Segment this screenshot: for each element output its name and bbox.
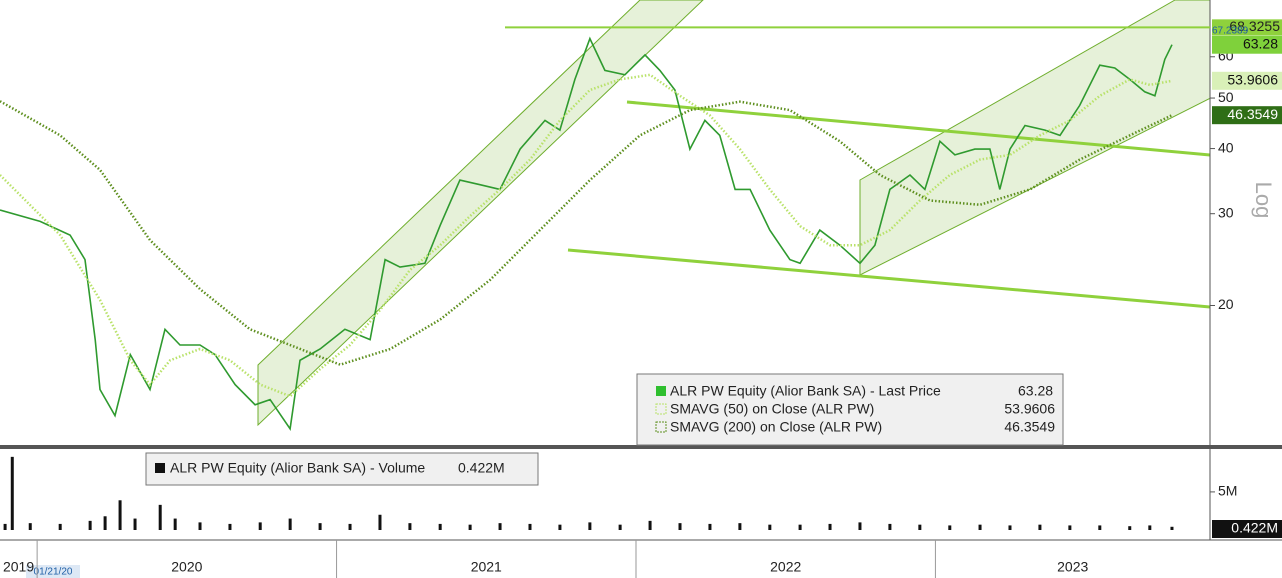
volume-bar <box>708 523 712 530</box>
legend-value: 46.3549 <box>1004 419 1055 435</box>
y-tick-label: 40 <box>1218 139 1234 155</box>
volume-bar <box>173 518 177 530</box>
legend-label: SMAVG (200) on Close (ALR PW) <box>670 419 882 435</box>
volume-bar <box>1148 525 1152 530</box>
last-value-box <box>1212 520 1282 538</box>
volume-bar <box>828 523 832 530</box>
volume-bar <box>618 524 622 530</box>
high-label: 67.2389 <box>1212 26 1249 37</box>
legend-swatch <box>155 463 165 473</box>
volume-bar <box>528 523 532 530</box>
volume-bar <box>318 523 322 530</box>
volume-bar <box>28 523 32 530</box>
x-tick-label: 2021 <box>471 559 502 575</box>
volume-bar <box>798 524 802 530</box>
hline-label: 68.3255 <box>1229 18 1280 34</box>
legend-swatch <box>656 386 666 396</box>
legend-label: ALR PW Equity (Alior Bank SA) - Volume <box>170 460 425 476</box>
volume-bar <box>978 524 982 530</box>
volume-bar <box>918 524 922 530</box>
volume-bar <box>288 518 292 530</box>
price-line <box>0 36 1173 431</box>
legend-value: 0.422M <box>458 460 505 476</box>
volume-bar <box>378 514 382 530</box>
last-value-label: 53.9606 <box>1227 71 1278 87</box>
volume-bar <box>10 456 14 530</box>
volume-bar <box>1170 526 1174 530</box>
volume-bar <box>468 524 472 530</box>
volume-bar <box>1098 525 1102 530</box>
moving-average <box>0 73 1173 398</box>
volume-bar <box>1068 525 1072 530</box>
legend-label: ALR PW Equity (Alior Bank SA) - Last Pri… <box>670 383 941 399</box>
volume-bar <box>158 504 162 530</box>
trend-channel <box>859 0 1210 276</box>
y-tick-label: 30 <box>1218 204 1234 220</box>
last-value-label: 63.28 <box>1243 35 1278 51</box>
volume-bar <box>678 523 682 530</box>
last-value-box <box>1212 71 1282 90</box>
cursor-label: 01/21/20 <box>34 567 73 578</box>
volume-bar <box>258 522 262 530</box>
panel-divider <box>0 445 1282 449</box>
volume-bar <box>888 523 892 530</box>
volume-bar <box>438 523 442 530</box>
volume-bar <box>133 518 137 530</box>
last-value-label: 0.422M <box>1231 520 1278 536</box>
x-tick-label: 2020 <box>171 559 202 575</box>
legend-label: SMAVG (50) on Close (ALR PW) <box>670 401 874 417</box>
volume-bar <box>738 523 742 530</box>
cursor-box <box>26 565 80 578</box>
volume-bar <box>228 523 232 530</box>
legend-value: 63.28 <box>1018 383 1053 399</box>
y-tick-label: 5M <box>1218 483 1237 499</box>
volume-bar <box>1128 526 1132 530</box>
legend: ALR PW Equity (Alior Bank SA) - Last Pri… <box>145 26 1210 486</box>
x-tick-label: 2023 <box>1057 559 1088 575</box>
volume-bar <box>88 520 92 530</box>
volume-bar <box>1038 524 1042 530</box>
hline-label-box <box>1212 19 1282 36</box>
volume-bar <box>948 525 952 530</box>
y-tick-label: 20 <box>1218 296 1234 312</box>
volume-bar <box>58 523 62 530</box>
volume-bar <box>768 524 772 530</box>
volume-bar <box>498 523 502 530</box>
legend-swatch <box>655 403 667 415</box>
volume-bar <box>558 524 562 530</box>
last-value-label: 46.3549 <box>1227 106 1278 122</box>
trend-line <box>567 248 1210 309</box>
last-value-box <box>1212 106 1282 125</box>
legend-box <box>145 452 539 486</box>
trend-channel <box>257 0 704 427</box>
x-tick-label: 2022 <box>770 559 801 575</box>
legend-value: 53.9606 <box>1004 401 1055 417</box>
y-tick-label: 50 <box>1218 89 1234 105</box>
volume-bar <box>348 523 352 530</box>
last-value-box <box>1212 35 1282 54</box>
x-tick-label: 2019 <box>3 559 34 575</box>
volume-bar <box>588 522 592 530</box>
volume-bar <box>198 522 202 530</box>
trend-annotations <box>257 0 1210 427</box>
legend-box <box>636 373 1064 446</box>
trend-line <box>626 100 1210 157</box>
volume-bar <box>1008 525 1012 530</box>
volume-bar <box>118 500 122 530</box>
axis-label: Log <box>1251 182 1276 219</box>
legend-swatch <box>655 421 667 433</box>
volume-bar <box>3 523 7 530</box>
volume-bar <box>858 522 862 530</box>
volume-bar <box>648 520 652 530</box>
volume-bar <box>408 523 412 530</box>
volume-bar <box>103 516 107 530</box>
